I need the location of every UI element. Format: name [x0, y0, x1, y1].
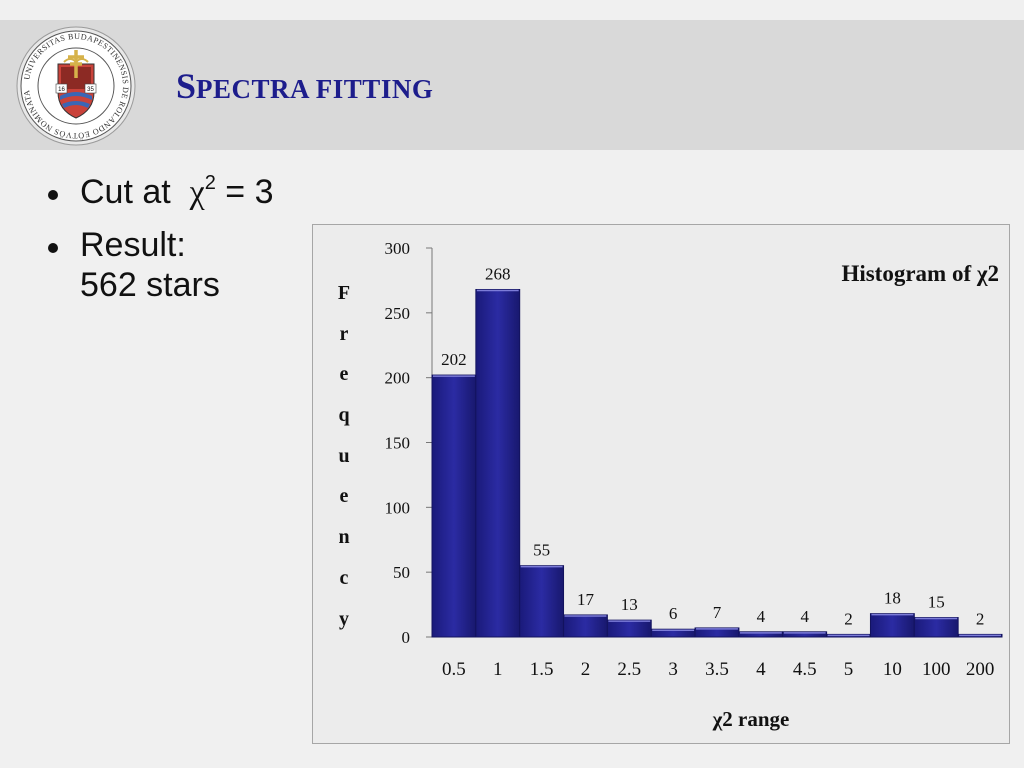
histogram-bar [869, 613, 915, 638]
bar-data-label: 55 [533, 541, 550, 560]
y-axis-title-letter: y [339, 607, 349, 630]
bullet-cut-text: Cut at [80, 173, 190, 211]
y-axis-title-letter: e [339, 363, 349, 386]
y-axis-title-letter: n [338, 526, 350, 549]
bar-data-label: 17 [577, 590, 595, 609]
slide-title-rest: pectra fitting [196, 74, 434, 104]
histogram-bar [519, 565, 565, 638]
bar-data-label: 202 [441, 350, 467, 369]
bullet-result-value: 562 stars [80, 266, 220, 304]
bullet-cut-exponent: 2 [204, 172, 216, 194]
y-axis-title-letter: q [338, 404, 350, 427]
bar-data-label: 4 [800, 607, 809, 626]
x-tick-label: 2 [581, 659, 591, 680]
bar-data-label: 2 [976, 609, 985, 628]
bullet-cut-value: = 3 [215, 173, 274, 211]
histogram-bar [475, 288, 521, 638]
y-tick-label: 150 [385, 434, 411, 453]
x-tick-label: 3 [668, 659, 678, 680]
bar-data-label: 2 [844, 609, 853, 628]
y-tick-label: 250 [385, 304, 411, 323]
x-tick-label: 100 [922, 659, 951, 680]
x-tick-label: 4.5 [793, 659, 817, 680]
y-tick-label: 0 [402, 628, 411, 647]
x-tick-label: 10 [883, 659, 902, 680]
seal-year-left: 16 [58, 87, 65, 93]
bar-data-label: 4 [757, 607, 766, 626]
bar-data-label: 13 [621, 595, 638, 614]
histogram-bar [431, 374, 477, 638]
bar-data-label: 7 [713, 603, 722, 622]
bullet-result-label: Result: [80, 226, 186, 264]
bar-data-label: 15 [928, 593, 945, 612]
y-tick-label: 300 [385, 239, 411, 258]
bar-data-label: 6 [669, 604, 678, 623]
header-band [0, 20, 1024, 150]
bullet-list: Cut at χ2 = 3 Result: 562 stars [46, 172, 274, 317]
chart-title: Histogram of χ2 [841, 261, 999, 286]
university-seal-logo: UNIVERSITAS BUDAPESTINENSIS DE ROLANDO E… [16, 26, 136, 146]
y-axis-title-letter: F [337, 282, 351, 304]
y-axis-title-letter: c [339, 566, 349, 589]
x-axis-title: χ2 range [712, 707, 790, 731]
x-tick-label: 3.5 [705, 659, 729, 680]
slide-title: Spectra fitting [176, 64, 433, 111]
bullet-cut: Cut at χ2 = 3 [46, 172, 274, 213]
chart-plot: 0501001502002503002020.52681551.5172132.… [385, 239, 1003, 731]
x-tick-label: 1.5 [530, 659, 554, 680]
x-tick-label: 200 [966, 659, 995, 680]
y-tick-label: 100 [385, 498, 411, 517]
y-axis-title-letter: e [339, 485, 349, 508]
x-tick-label: 5 [844, 659, 854, 680]
x-tick-label: 4 [756, 659, 766, 680]
bullet-cut-symbol: χ [189, 174, 205, 211]
histogram-bar [563, 614, 608, 638]
bullet-result: Result: 562 stars [46, 225, 274, 305]
y-tick-label: 50 [393, 563, 410, 582]
bar-data-label: 268 [485, 264, 511, 283]
y-tick-label: 200 [385, 369, 411, 388]
histogram-bar [606, 619, 652, 638]
seal-year-right: 35 [87, 87, 94, 93]
histogram-bar [913, 617, 959, 638]
slide-title-initial: S [176, 66, 197, 106]
y-axis-title-letter: r [339, 322, 349, 345]
bar-data-label: 18 [884, 589, 901, 608]
y-axis-title-letter: u [338, 444, 350, 467]
x-tick-label: 0.5 [442, 659, 466, 680]
x-tick-label: 2.5 [617, 659, 641, 680]
x-tick-label: 1 [493, 659, 503, 680]
